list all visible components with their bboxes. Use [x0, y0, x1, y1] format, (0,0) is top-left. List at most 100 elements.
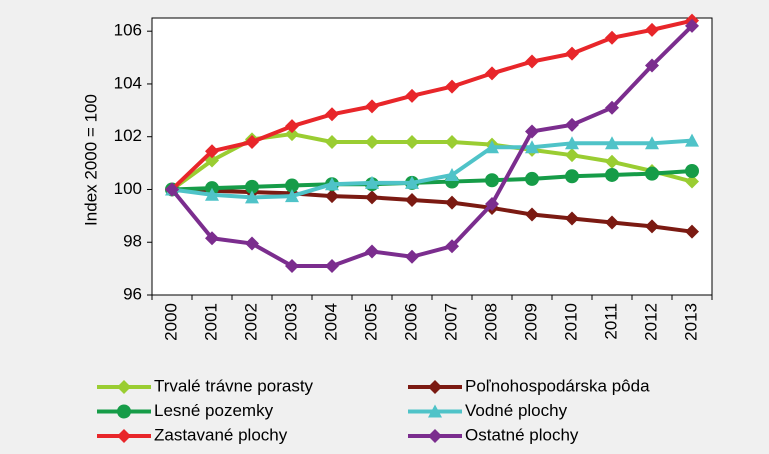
x-tick-label: 2012	[641, 303, 660, 341]
y-tick-label: 96	[123, 284, 142, 303]
legend-label: Poľnohospodárska pôda	[465, 376, 650, 395]
marker	[428, 380, 442, 394]
marker	[605, 100, 619, 115]
marker	[325, 134, 339, 149]
marker	[485, 66, 499, 81]
x-tick-label: 2005	[361, 303, 380, 341]
y-tick-label: 106	[114, 21, 142, 40]
marker	[428, 404, 442, 418]
marker	[117, 404, 131, 419]
x-tick-label: 2007	[441, 303, 460, 341]
marker	[525, 207, 539, 222]
marker	[405, 249, 419, 264]
marker	[565, 117, 579, 132]
marker	[485, 196, 499, 211]
x-tick-label: 2010	[561, 303, 580, 341]
marker	[565, 148, 579, 163]
marker	[325, 189, 339, 204]
marker	[325, 258, 339, 273]
x-tick-label: 2003	[281, 303, 300, 341]
marker	[445, 79, 459, 94]
marker	[365, 134, 379, 149]
marker	[445, 134, 459, 149]
marker	[365, 99, 379, 114]
marker	[117, 429, 131, 443]
marker	[605, 154, 619, 169]
marker	[605, 167, 619, 182]
marker	[165, 182, 179, 197]
marker	[645, 22, 659, 37]
series-line	[170, 24, 694, 268]
marker	[685, 174, 699, 189]
marker	[405, 175, 419, 189]
marker	[565, 211, 579, 226]
x-tick-label: 2001	[201, 303, 220, 341]
marker	[365, 190, 379, 205]
marker	[285, 127, 299, 142]
marker	[285, 189, 299, 203]
marker	[245, 179, 259, 194]
x-tick-label: 2006	[401, 303, 420, 341]
y-tick-label: 102	[114, 126, 142, 145]
y-tick-label: 98	[123, 232, 142, 251]
x-tick-label: 2004	[321, 303, 340, 341]
marker	[245, 190, 259, 204]
marker	[685, 224, 699, 239]
marker	[117, 380, 131, 394]
marker	[325, 107, 339, 122]
marker	[405, 193, 419, 208]
marker	[428, 429, 442, 443]
marker	[285, 258, 299, 273]
plot-area	[151, 17, 713, 296]
marker	[245, 236, 259, 251]
legend-label: Vodné plochy	[465, 401, 568, 420]
marker	[405, 134, 419, 149]
marker	[205, 187, 219, 201]
x-tick-label: 2008	[481, 303, 500, 341]
marker	[525, 171, 539, 186]
marker	[285, 119, 299, 134]
marker	[445, 195, 459, 210]
marker	[485, 173, 499, 188]
series-line	[171, 138, 693, 200]
marker	[525, 54, 539, 69]
series-line	[170, 18, 693, 191]
y-tick-label: 100	[114, 179, 142, 198]
legend-label: Zastavané plochy	[154, 425, 288, 444]
y-tick-label: 104	[114, 73, 142, 92]
marker	[325, 177, 339, 191]
x-tick-label: 2009	[521, 303, 540, 341]
marker	[485, 140, 499, 154]
x-tick-label: 2011	[601, 303, 620, 340]
marker	[405, 88, 419, 103]
marker	[365, 244, 379, 259]
marker	[685, 133, 699, 147]
legend-label: Trvalé trávne porasty	[154, 376, 314, 395]
marker	[205, 231, 219, 246]
marker	[605, 215, 619, 230]
y-axis-label: Index 2000 = 100	[81, 94, 100, 226]
x-tick-label: 2000	[161, 303, 180, 341]
marker	[565, 46, 579, 61]
marker	[645, 136, 659, 150]
marker	[565, 169, 579, 184]
marker	[685, 18, 699, 33]
marker	[285, 178, 299, 193]
marker	[525, 124, 539, 139]
legend-label: Ostatné plochy	[465, 425, 579, 444]
marker	[645, 166, 659, 181]
marker	[645, 219, 659, 234]
marker	[205, 144, 219, 159]
x-tick-label: 2013	[681, 303, 700, 341]
marker	[605, 30, 619, 45]
marker	[445, 167, 459, 181]
marker	[365, 175, 379, 189]
marker	[645, 58, 659, 73]
marker	[605, 136, 619, 150]
marker	[245, 134, 259, 149]
x-tick-label: 2002	[241, 303, 260, 341]
marker	[565, 136, 579, 150]
marker	[445, 239, 459, 254]
legend-label: Lesné pozemky	[154, 401, 274, 420]
